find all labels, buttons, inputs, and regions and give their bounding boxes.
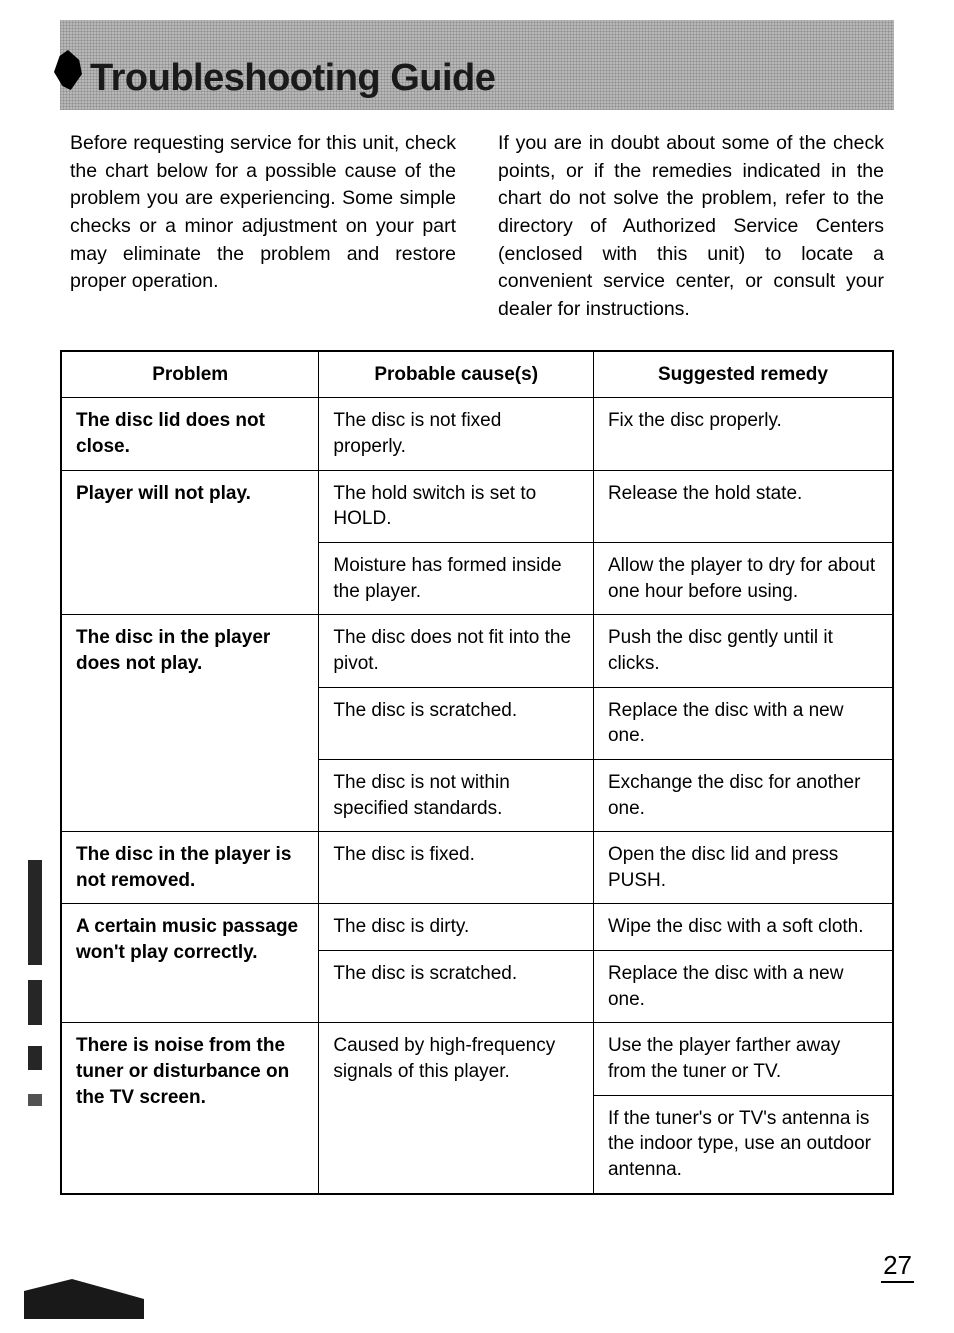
- cell-problem: The disc in the player does not play.: [61, 615, 319, 832]
- cell-cause: The disc is not fixed properly.: [319, 398, 594, 470]
- intro-right-paragraph: If you are in doubt about some of the ch…: [498, 130, 884, 324]
- cell-cause: The disc is scratched.: [319, 687, 594, 759]
- cell-remedy: Open the disc lid and press PUSH.: [593, 832, 893, 904]
- table-row: The disc lid does not close.The disc is …: [61, 398, 893, 470]
- cell-remedy: Push the disc gently until it clicks.: [593, 615, 893, 687]
- table-row: A certain music passage won't play corre…: [61, 904, 893, 951]
- cell-problem: The disc in the player is not removed.: [61, 832, 319, 904]
- cell-remedy: Release the hold state.: [593, 470, 893, 542]
- cell-remedy: Wipe the disc with a soft cloth.: [593, 904, 893, 951]
- cell-remedy: Allow the player to dry for about one ho…: [593, 543, 893, 615]
- table-header-row: Problem Probable cause(s) Suggested reme…: [61, 351, 893, 398]
- cell-remedy: Exchange the disc for another one.: [593, 759, 893, 831]
- page-number: 27: [881, 1250, 914, 1283]
- cell-problem: The disc lid does not close.: [61, 398, 319, 470]
- table-row: The disc in the player does not play.The…: [61, 615, 893, 687]
- table-row: There is noise from the tuner or disturb…: [61, 1023, 893, 1095]
- cell-cause: Caused by high-frequency signals of this…: [319, 1023, 594, 1194]
- cell-problem: There is noise from the tuner or disturb…: [61, 1023, 319, 1194]
- cell-cause: The disc is scratched.: [319, 951, 594, 1023]
- cell-cause: The disc is dirty.: [319, 904, 594, 951]
- cell-remedy: Replace the disc with a new one.: [593, 951, 893, 1023]
- table-row: Player will not play.The hold switch is …: [61, 470, 893, 542]
- header-remedy: Suggested remedy: [593, 351, 893, 398]
- cell-remedy: Use the player farther away from the tun…: [593, 1023, 893, 1095]
- cell-cause: The hold switch is set to HOLD.: [319, 470, 594, 542]
- cell-cause: The disc is fixed.: [319, 832, 594, 904]
- manual-page: Troubleshooting Guide Before requesting …: [0, 0, 954, 1333]
- cell-problem: Player will not play.: [61, 470, 319, 615]
- title-bar: Troubleshooting Guide: [60, 20, 894, 110]
- cell-cause: The disc does not fit into the pivot.: [319, 615, 594, 687]
- cell-remedy: Replace the disc with a new one.: [593, 687, 893, 759]
- scan-artifact-corner: [24, 1279, 144, 1319]
- cell-remedy: If the tuner's or TV's antenna is the in…: [593, 1095, 893, 1193]
- cell-cause: The disc is not within specified standar…: [319, 759, 594, 831]
- scan-artifact-binding: [28, 860, 42, 1160]
- cell-cause: Moisture has formed inside the player.: [319, 543, 594, 615]
- table-row: The disc in the player is not removed.Th…: [61, 832, 893, 904]
- page-title: Troubleshooting Guide: [90, 57, 495, 100]
- leaf-icon: [54, 50, 82, 90]
- header-problem: Problem: [61, 351, 319, 398]
- intro-section: Before requesting service for this unit,…: [70, 130, 884, 324]
- intro-left-paragraph: Before requesting service for this unit,…: [70, 130, 456, 324]
- cell-problem: A certain music passage won't play corre…: [61, 904, 319, 1023]
- troubleshooting-table: Problem Probable cause(s) Suggested reme…: [60, 350, 894, 1195]
- cell-remedy: Fix the disc properly.: [593, 398, 893, 470]
- header-cause: Probable cause(s): [319, 351, 594, 398]
